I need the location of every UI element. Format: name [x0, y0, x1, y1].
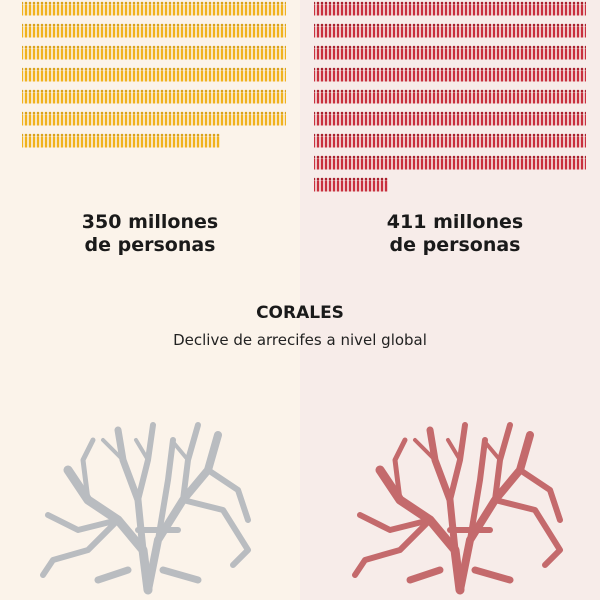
pictogram-left	[22, 0, 286, 154]
pictogram-right	[314, 0, 586, 194]
right-label: 411 millones	[387, 211, 523, 233]
section-title: CORALES	[256, 303, 344, 323]
right-label: de personas	[390, 234, 521, 256]
left-label: 350 millones	[82, 211, 218, 233]
left-label: de personas	[85, 234, 216, 256]
section-subtitle: Declive de arrecifes a nivel global	[173, 331, 427, 349]
